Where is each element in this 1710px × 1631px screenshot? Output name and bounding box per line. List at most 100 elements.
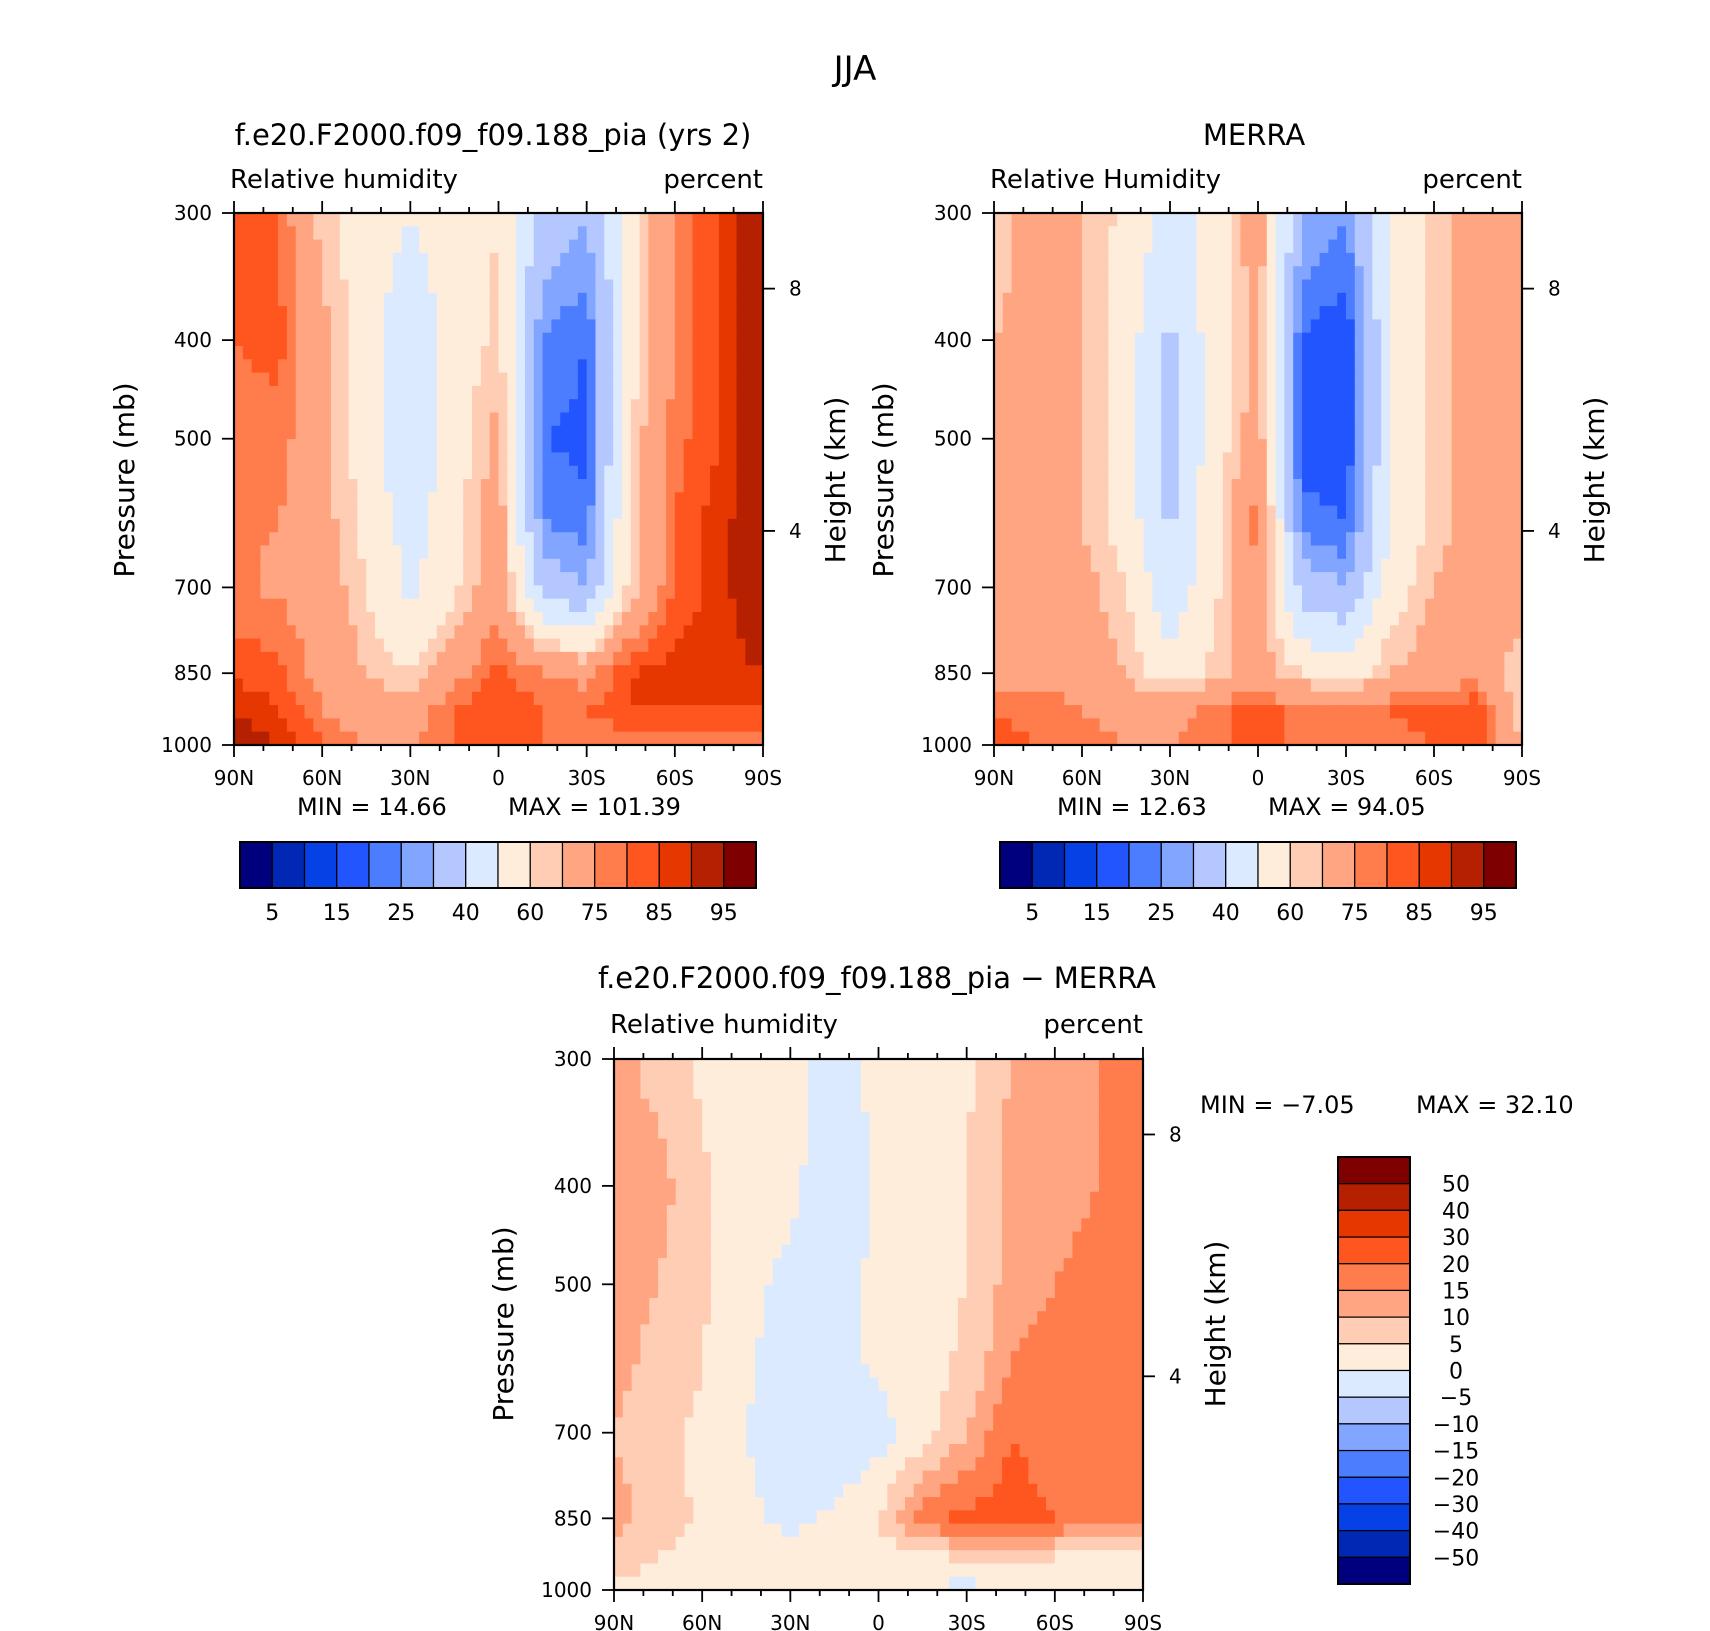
heat-cell — [1416, 439, 1426, 453]
heat-cell — [604, 585, 614, 600]
heat-cell — [1046, 252, 1057, 267]
heat-cell — [1178, 545, 1189, 560]
heat-cell — [727, 518, 738, 533]
heat-cell — [745, 598, 755, 613]
heat-cell — [577, 279, 588, 294]
heat-cell — [410, 399, 420, 414]
heat-cell — [1108, 306, 1118, 320]
heat-cell — [278, 492, 288, 507]
heat-cell — [1390, 612, 1400, 626]
heat-cell — [1434, 359, 1444, 374]
heat-cell — [1002, 585, 1013, 600]
heat-cell — [489, 572, 500, 586]
heat-cell — [1451, 479, 1461, 493]
heat-cell — [357, 545, 367, 560]
heat-cell — [754, 359, 764, 374]
heat-cell — [472, 705, 482, 719]
heat-cell — [1451, 346, 1461, 360]
heat-cell — [666, 678, 676, 693]
heat-cell — [1398, 385, 1409, 400]
heat-cell — [1214, 266, 1224, 281]
heat-cell — [1134, 346, 1145, 360]
heat-cell — [260, 332, 270, 347]
heat-cell — [322, 372, 332, 387]
heat-cell — [472, 665, 482, 680]
heat-cell — [1152, 651, 1162, 666]
heat-cell — [1090, 518, 1101, 533]
heat-cell — [1205, 452, 1215, 467]
heat-cell — [1504, 718, 1514, 733]
heat-cell — [1381, 399, 1391, 414]
heat-cell — [754, 651, 764, 666]
heat-cell — [1328, 665, 1338, 680]
heat-cell — [348, 479, 359, 493]
heat-cell — [427, 518, 438, 533]
heat-cell — [524, 213, 535, 227]
heat-cell — [472, 359, 482, 374]
heat-cell — [445, 252, 456, 267]
heat-cell — [1046, 678, 1057, 693]
heat-cell — [1134, 492, 1145, 507]
heat-cell — [595, 226, 605, 241]
heat-cell — [1099, 479, 1109, 493]
heat-cell — [1117, 452, 1127, 467]
heat-cell — [630, 385, 641, 400]
heat-cell — [613, 425, 623, 440]
heat-cell — [683, 292, 694, 307]
heat-cell — [648, 705, 658, 719]
heat-cell — [1222, 558, 1233, 573]
heat-cell — [1354, 558, 1365, 573]
heat-cell — [1504, 465, 1514, 480]
heat-cell — [410, 319, 420, 334]
heat-cell — [436, 638, 447, 653]
heat-cell — [1460, 625, 1470, 640]
heat-cell — [1222, 252, 1233, 267]
heat-cell — [524, 558, 535, 573]
heat-cell — [278, 372, 288, 387]
heat-cell — [1266, 399, 1277, 414]
heat-cell — [419, 385, 429, 400]
heat-cell — [701, 412, 711, 427]
heat-cell — [648, 465, 658, 480]
heat-cell — [604, 465, 614, 480]
heat-cell — [657, 505, 667, 520]
heat-cell — [1416, 545, 1426, 560]
heat-cell — [533, 279, 544, 294]
heat-cell — [533, 266, 544, 281]
heat-cell — [639, 572, 649, 586]
heat-cell — [1275, 465, 1285, 480]
heat-cell — [666, 612, 676, 626]
heat-cell — [472, 532, 482, 547]
heat-cell — [1152, 505, 1162, 520]
heat-cell — [1416, 598, 1426, 613]
heat-cell — [339, 452, 350, 467]
heat-cell — [1258, 213, 1268, 227]
heat-cell — [1354, 505, 1365, 520]
heat-cell — [1513, 425, 1523, 440]
heat-cell — [1029, 532, 1039, 547]
heat-cell — [1495, 266, 1505, 281]
heat-cell — [1073, 292, 1083, 307]
heat-cell — [710, 518, 720, 533]
heat-cell — [242, 598, 253, 613]
heat-cell — [392, 705, 403, 719]
heat-cell — [1302, 585, 1312, 600]
heat-cell — [1460, 279, 1470, 294]
heat-cell — [1434, 399, 1444, 414]
heat-cell — [1425, 359, 1435, 374]
heat-cell — [569, 612, 579, 626]
heat-cell — [674, 572, 685, 586]
heat-cell — [595, 252, 605, 267]
heat-cell — [621, 572, 632, 586]
heat-cell — [383, 691, 394, 706]
heat-cell — [1240, 359, 1250, 374]
heat-cell — [1266, 266, 1277, 281]
heat-cell — [1442, 319, 1453, 334]
heat-cell — [1328, 319, 1338, 334]
heat-cell — [613, 518, 623, 533]
heat-cell — [330, 332, 341, 347]
heat-cell — [1416, 266, 1426, 281]
heat-cell — [1161, 731, 1171, 746]
heat-cell — [1038, 691, 1048, 706]
heat-cell — [754, 346, 764, 360]
